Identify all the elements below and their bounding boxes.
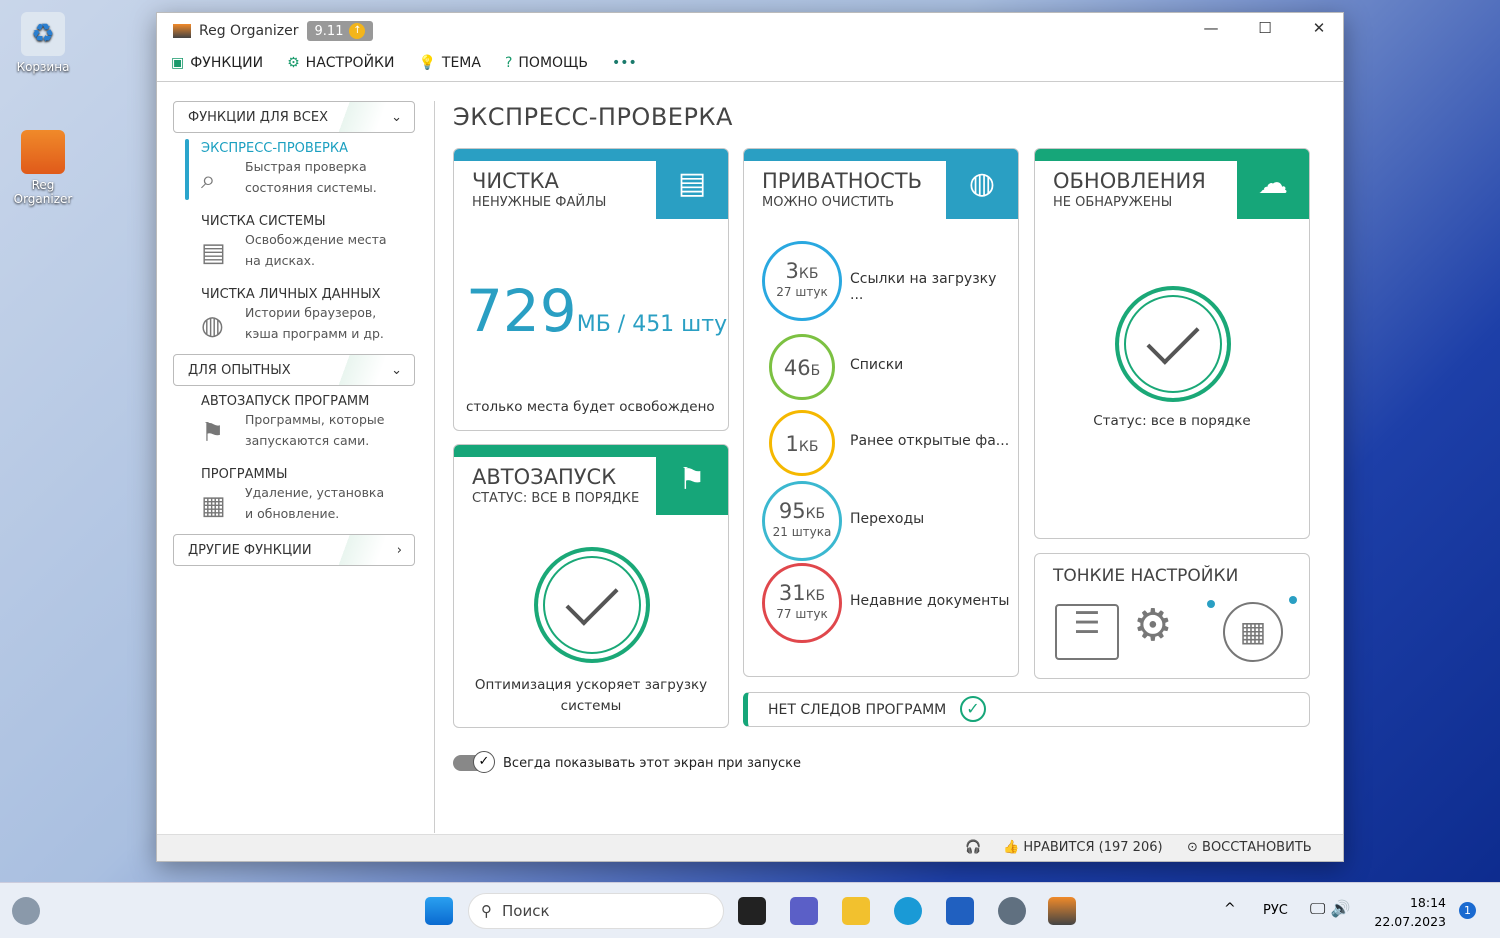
- sidebar-item-system-cleanup[interactable]: ЧИСТКА СИСТЕМЫ ▤ Освобождение места на диск…: [173, 206, 415, 279]
- cleanup-card[interactable]: ▤ ЧИСТКА НЕНУЖНЫЕ ФАЙЛЫ 729МБ / 451 штук…: [453, 148, 729, 431]
- restore-icon: ⊙: [1187, 840, 1203, 855]
- apps-grid-icon[interactable]: ▦: [1223, 602, 1283, 662]
- group-dropdown-advanced[interactable]: ДЛЯ ОПЫТНЫХ ⌄: [173, 354, 415, 386]
- size-ring: 1КБ: [769, 410, 835, 476]
- autorun-card[interactable]: ⚑ АВТОЗАПУСК СТАТУС: ВСЕ В ПОРЯДКЕ Оптим…: [453, 444, 729, 728]
- privacy-item[interactable]: 31КБ 77 штук Недавние документы: [762, 563, 1012, 643]
- magnifier-check-icon: ⌕: [201, 165, 216, 195]
- sidebar-item-autorun[interactable]: АВТОЗАПУСК ПРОГРАММ ⚑ Программы, которые за…: [173, 386, 415, 459]
- sidebar-item-express-check[interactable]: ЭКСПРЕСС-ПРОВЕРКА ⌕ Быстрая проверка состоя…: [173, 133, 415, 206]
- privacy-card[interactable]: ◍ ПРИВАТНОСТЬ МОЖНО ОЧИСТИТЬ 3КБ 27 штук С…: [743, 148, 1019, 677]
- thumbs-up-icon: 👍: [1003, 840, 1024, 855]
- store-icon[interactable]: [946, 897, 974, 925]
- briefcase-icon: ▣: [171, 55, 185, 71]
- group-dropdown-all[interactable]: ФУНКЦИИ ДЛЯ ВСЕХ ⌄: [173, 101, 415, 133]
- support-headset-icon[interactable]: 🎧: [965, 840, 982, 855]
- size-ring: 3КБ 27 штук: [762, 241, 842, 321]
- tray-chevron-up-icon[interactable]: ^: [1224, 901, 1236, 917]
- menu-settings[interactable]: ⚙ НАСТРОЙКИ: [287, 55, 395, 71]
- check-icon: ✓: [960, 696, 986, 722]
- minimize-button[interactable]: —: [1203, 19, 1219, 37]
- version-badge[interactable]: 9.11 ↑: [306, 21, 374, 41]
- teams-chat-icon[interactable]: [790, 897, 818, 925]
- new-dot: [1289, 596, 1297, 604]
- settings-icon[interactable]: [998, 897, 1026, 925]
- language-indicator[interactable]: РУС: [1263, 903, 1288, 918]
- page-title: ЭКСПРЕСС-ПРОВЕРКА: [453, 103, 733, 131]
- toggle-switch[interactable]: ✓: [453, 751, 495, 773]
- chevron-down-icon: ⌄: [391, 362, 402, 378]
- cleanup-size: 729МБ / 451 штука: [466, 277, 728, 345]
- privacy-item[interactable]: 3КБ 27 штук Ссылки на загрузку ...: [762, 241, 1012, 321]
- privacy-item[interactable]: 1КБ Ранее открытые фа...: [762, 403, 1012, 483]
- cloud-update-icon: ☁: [1237, 149, 1309, 219]
- autorun-flag-icon: ⚑: [201, 418, 225, 448]
- bulb-icon: 💡: [418, 55, 436, 71]
- app-name: Reg Organizer: [199, 23, 299, 39]
- desktop-icon-reg-organizer[interactable]: Reg Organizer: [8, 130, 78, 206]
- chevron-right-icon: ›: [396, 542, 402, 558]
- reg-organizer-icon: [21, 130, 65, 174]
- computer-settings-icon[interactable]: ⚙: [1133, 600, 1173, 651]
- size-ring: 95КБ 21 штука: [762, 481, 842, 561]
- privacy-item[interactable]: 95КБ 21 штука Переходы: [762, 481, 1012, 561]
- menu-help[interactable]: ? ПОМОЩЬ: [504, 55, 588, 71]
- privacy-icon: ◍: [201, 311, 224, 341]
- help-icon: ?: [504, 55, 513, 71]
- edge-browser-icon[interactable]: [894, 897, 922, 925]
- privacy-item[interactable]: 46Б Списки: [762, 327, 1012, 407]
- other-functions-button[interactable]: ДРУГИЕ ФУНКЦИИ ›: [173, 534, 415, 566]
- menu-bar: ▣ ФУНКЦИИ ⚙ НАСТРОЙКИ 💡 ТЕМА ? ПОМОЩЬ •••: [171, 55, 637, 71]
- autorun-flag-icon: ⚑: [656, 445, 728, 515]
- always-show-toggle[interactable]: ✓ Всегда показывать этот экран при запус…: [453, 751, 801, 773]
- maximize-button[interactable]: ☐: [1258, 19, 1272, 37]
- search-input[interactable]: ⚲ Поиск: [468, 893, 724, 929]
- status-bar: 🎧 👍 НРАВИТСЯ (197 206) ⊙ ВОССТАНОВИТЬ: [157, 834, 1343, 861]
- updates-card[interactable]: ☁ ОБНОВЛЕНИЯ НЕ ОБНАРУЖЕНЫ Статус: все в…: [1034, 148, 1310, 539]
- taskbar: ⚲ Поиск ^ РУС 🖵 🔊 18:14 22.07.2023 1: [0, 882, 1500, 938]
- file-explorer-icon[interactable]: [842, 897, 870, 925]
- programs-box-icon: ▦: [201, 491, 226, 521]
- chevron-down-icon: ⌄: [391, 109, 402, 125]
- divider: [157, 81, 1343, 82]
- cleanup-icon: ▤: [656, 149, 728, 219]
- gear-icon: ⚙: [287, 55, 300, 71]
- tweaks-card[interactable]: ТОНКИЕ НАСТРОЙКИ ☰ ⚙ ▦: [1034, 553, 1310, 679]
- clock[interactable]: 18:14 22.07.2023: [1374, 895, 1446, 929]
- notification-badge[interactable]: 1: [1459, 902, 1476, 919]
- search-icon: ⚲: [481, 902, 492, 920]
- title-bar: Reg Organizer 9.11 ↑: [173, 21, 374, 41]
- check-icon: ✓: [473, 751, 495, 773]
- sidebar-item-programs[interactable]: ПРОГРАММЫ ▦ Удаление, установка и обновлени…: [173, 459, 415, 532]
- sidebar-item-private-data[interactable]: ЧИСТКА ЛИЧНЫХ ДАННЫХ ◍ Истории браузеров, к…: [173, 279, 415, 352]
- like-button[interactable]: 👍 НРАВИТСЯ (197 206): [1003, 840, 1163, 855]
- update-arrow-icon: ↑: [349, 23, 366, 39]
- task-view-icon[interactable]: [738, 897, 766, 925]
- close-button[interactable]: ✕: [1312, 19, 1326, 37]
- widgets-icon[interactable]: [12, 897, 40, 925]
- recycle-bin-icon: ♻: [21, 12, 65, 56]
- size-ring: 46Б: [769, 334, 835, 400]
- new-dot: [1207, 600, 1215, 608]
- status-ok-check-icon: [1115, 286, 1231, 402]
- privacy-icon: ◍: [946, 149, 1018, 219]
- app-logo-icon: [173, 24, 191, 38]
- restore-button[interactable]: ⊙ ВОССТАНОВИТЬ: [1187, 840, 1312, 855]
- menu-theme[interactable]: 💡 ТЕМА: [418, 55, 481, 71]
- more-button[interactable]: •••: [611, 55, 637, 71]
- menu-functions[interactable]: ▣ ФУНКЦИИ: [171, 55, 264, 71]
- desktop-icon-recycle-bin[interactable]: ♻ Корзина: [8, 12, 78, 74]
- no-traces-bar[interactable]: НЕТ СЛЕДОВ ПРОГРАММ ✓: [743, 692, 1310, 727]
- settings-panel-icon[interactable]: ☰: [1055, 604, 1119, 660]
- reg-organizer-taskbar-icon[interactable]: [1048, 897, 1076, 925]
- sidebar-divider: [434, 101, 435, 833]
- cleanup-icon: ▤: [201, 238, 226, 268]
- status-ok-check-icon: [534, 547, 650, 663]
- sidebar: ФУНКЦИИ ДЛЯ ВСЕХ ⌄ ЭКСПРЕСС-ПРОВЕРКА ⌕ Быст…: [173, 101, 415, 566]
- network-volume-icon[interactable]: 🖵 🔊: [1310, 899, 1351, 918]
- windows-start-icon[interactable]: [425, 897, 453, 925]
- app-window: Reg Organizer 9.11 ↑ — ☐ ✕ ▣ ФУНКЦИИ ⚙ НАСТ…: [156, 12, 1344, 862]
- size-ring: 31КБ 77 штук: [762, 563, 842, 643]
